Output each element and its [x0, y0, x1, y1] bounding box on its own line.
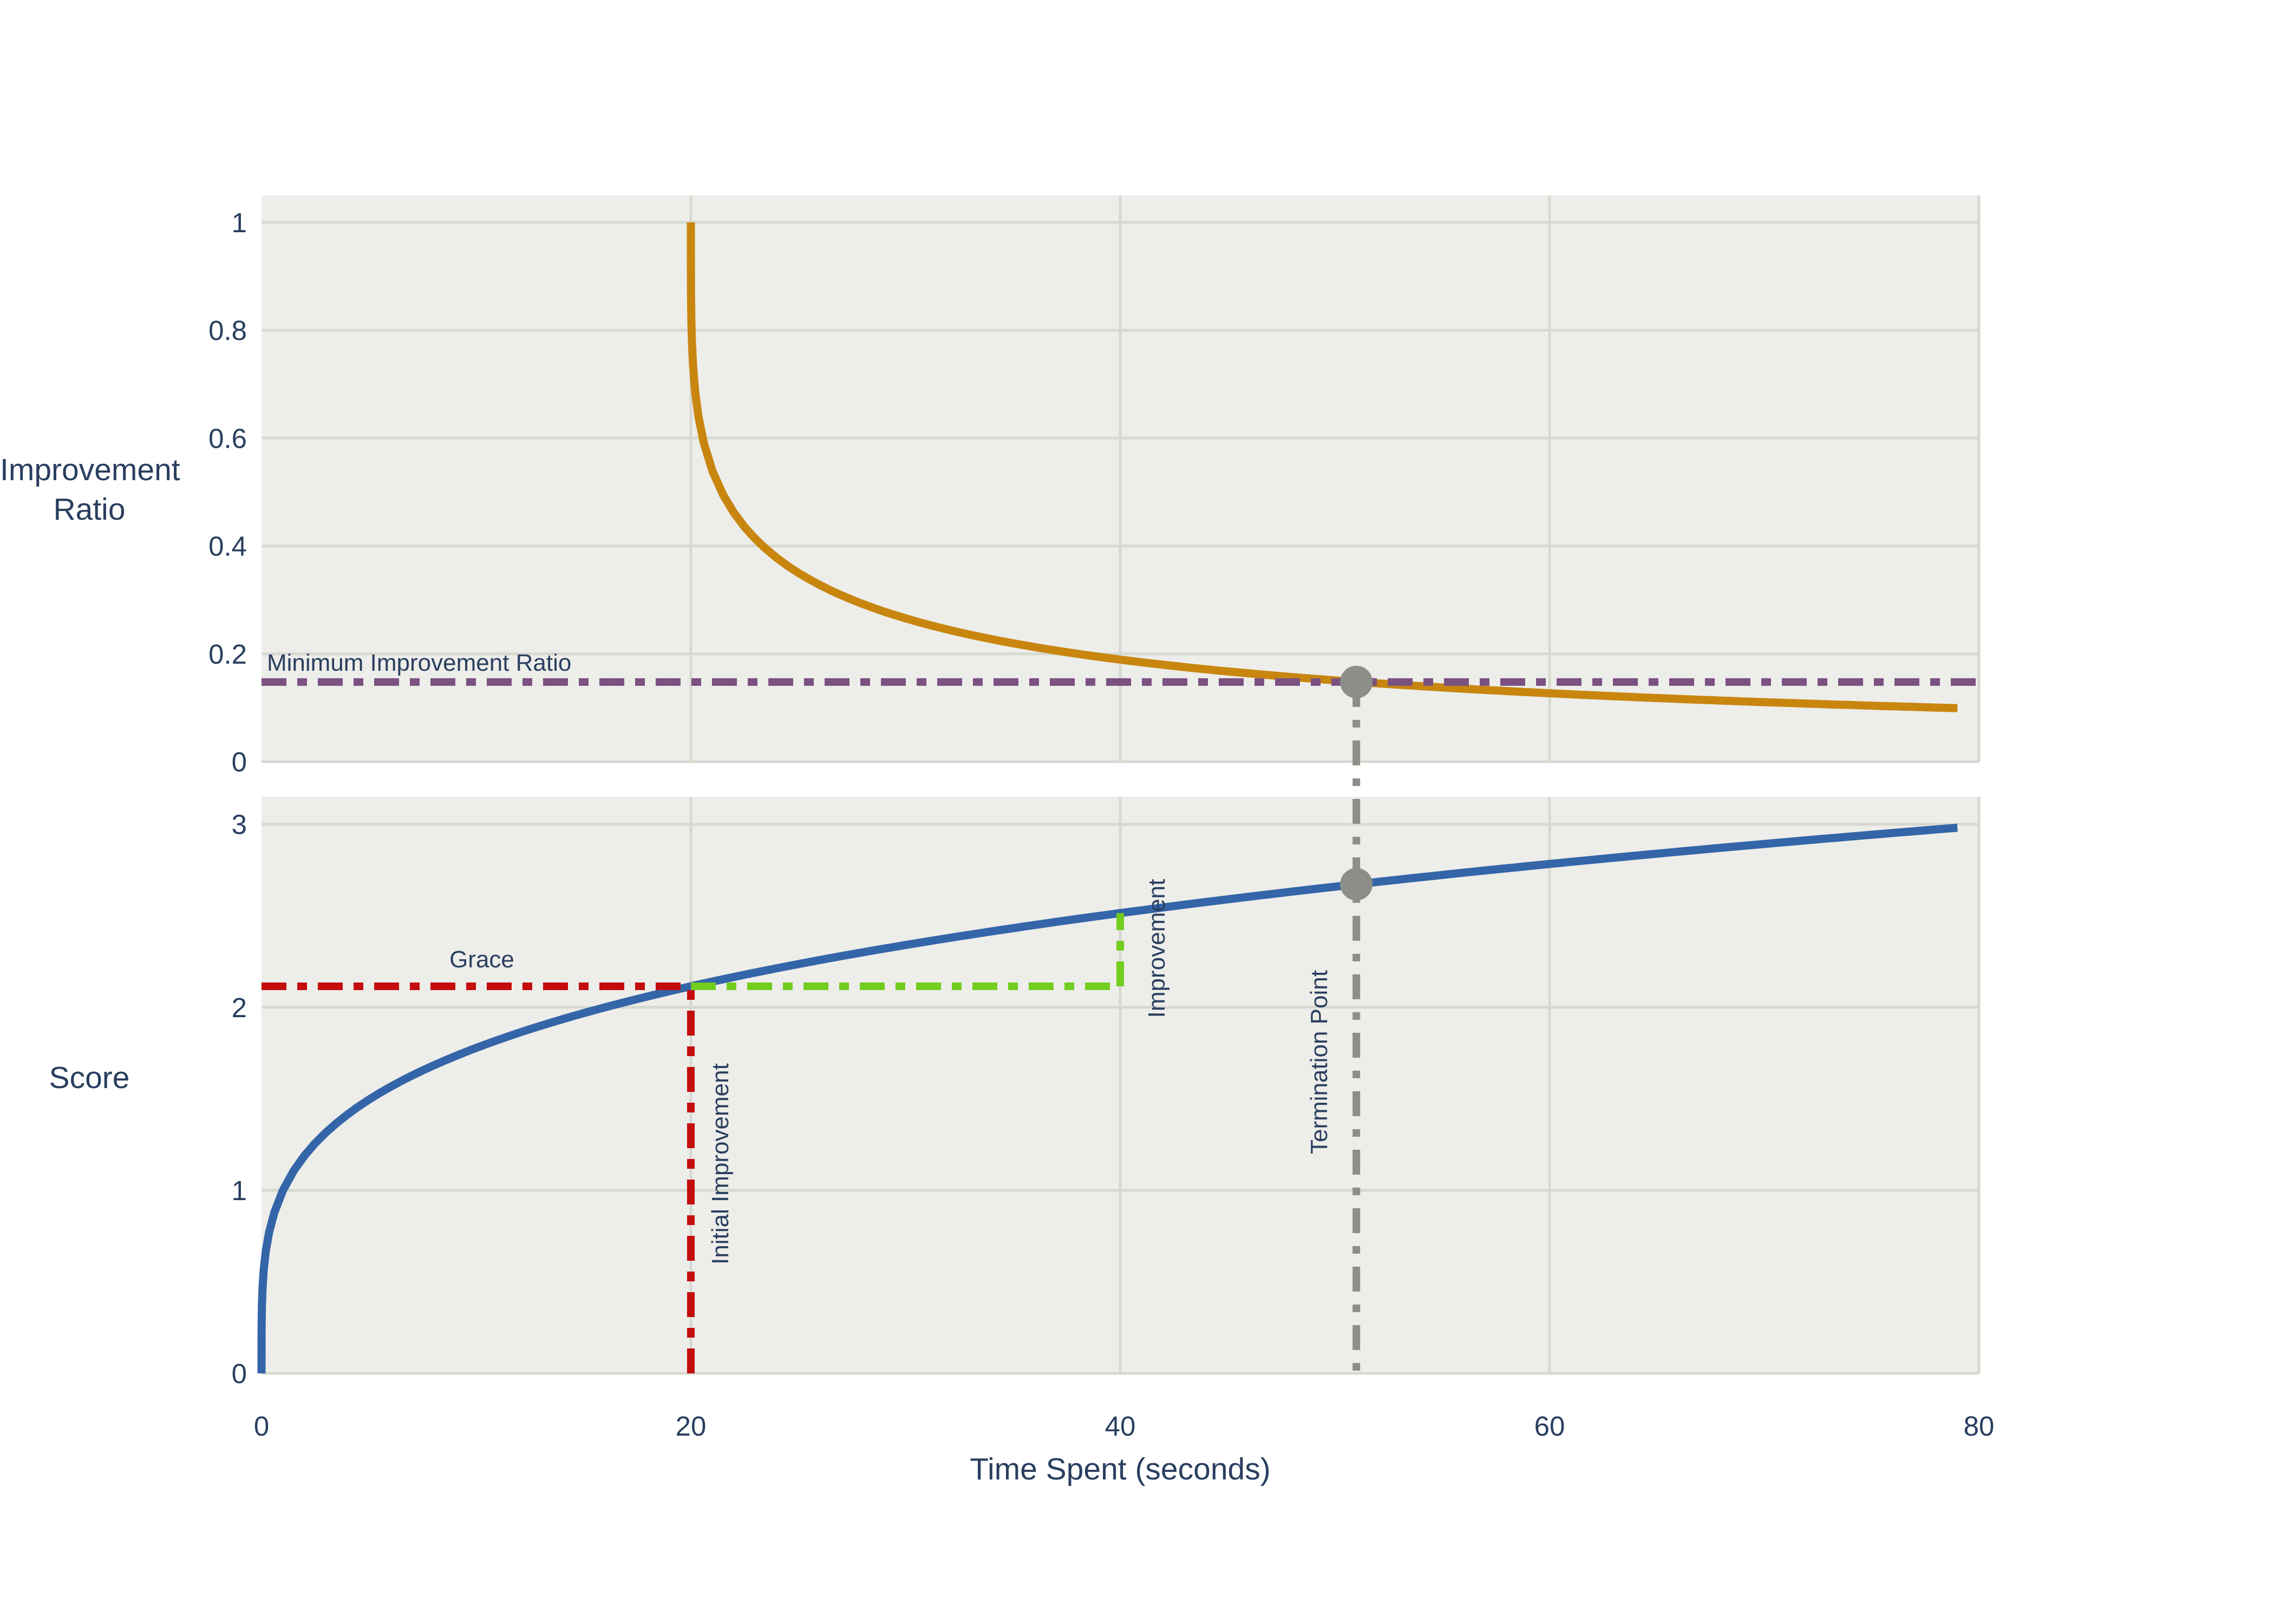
top-plot-ytick-label: 1 [232, 207, 247, 238]
improvement-ratio-curve [687, 222, 1958, 712]
score-curve [257, 823, 1958, 1374]
x-tick-label: 40 [1105, 1411, 1136, 1442]
x-tick-label: 60 [1534, 1411, 1565, 1442]
top-plot-ytick-label: 0.2 [208, 639, 247, 670]
bottom-y-axis-title: Score [49, 1060, 130, 1095]
minimum-improvement-ratio-label: Minimum Improvement Ratio [267, 650, 572, 676]
initial-improvement-label: Initial Improvement [707, 1063, 734, 1265]
grace-label: Grace [449, 946, 514, 973]
bottom-plot-ytick-label: 0 [232, 1358, 247, 1389]
top-plot-ytick-label: 0.6 [208, 423, 247, 454]
x-tick-label: 20 [676, 1411, 707, 1442]
termination-marker-bottom [1340, 868, 1373, 901]
top-y-axis-title: Improvement Ratio [0, 453, 180, 527]
bottom-plot-ytick-label: 2 [232, 992, 247, 1023]
top-plot-ytick-label: 0.4 [208, 531, 247, 562]
bottom-plot-ytick-label: 3 [232, 809, 247, 840]
x-tick-label: 80 [1964, 1411, 1995, 1442]
termination-marker-top [1340, 665, 1373, 698]
x-axis-title: Time Spent (seconds) [970, 1452, 1271, 1487]
termination-point-label: Termination Point [1306, 970, 1332, 1154]
top-plot-ytick-label: 0 [232, 746, 247, 777]
improvement-label: Improvement [1143, 879, 1170, 1018]
bottom-plot-ytick-label: 1 [232, 1175, 247, 1206]
top-plot-ytick-label: 0.8 [208, 315, 247, 346]
x-tick-label: 0 [254, 1411, 269, 1442]
